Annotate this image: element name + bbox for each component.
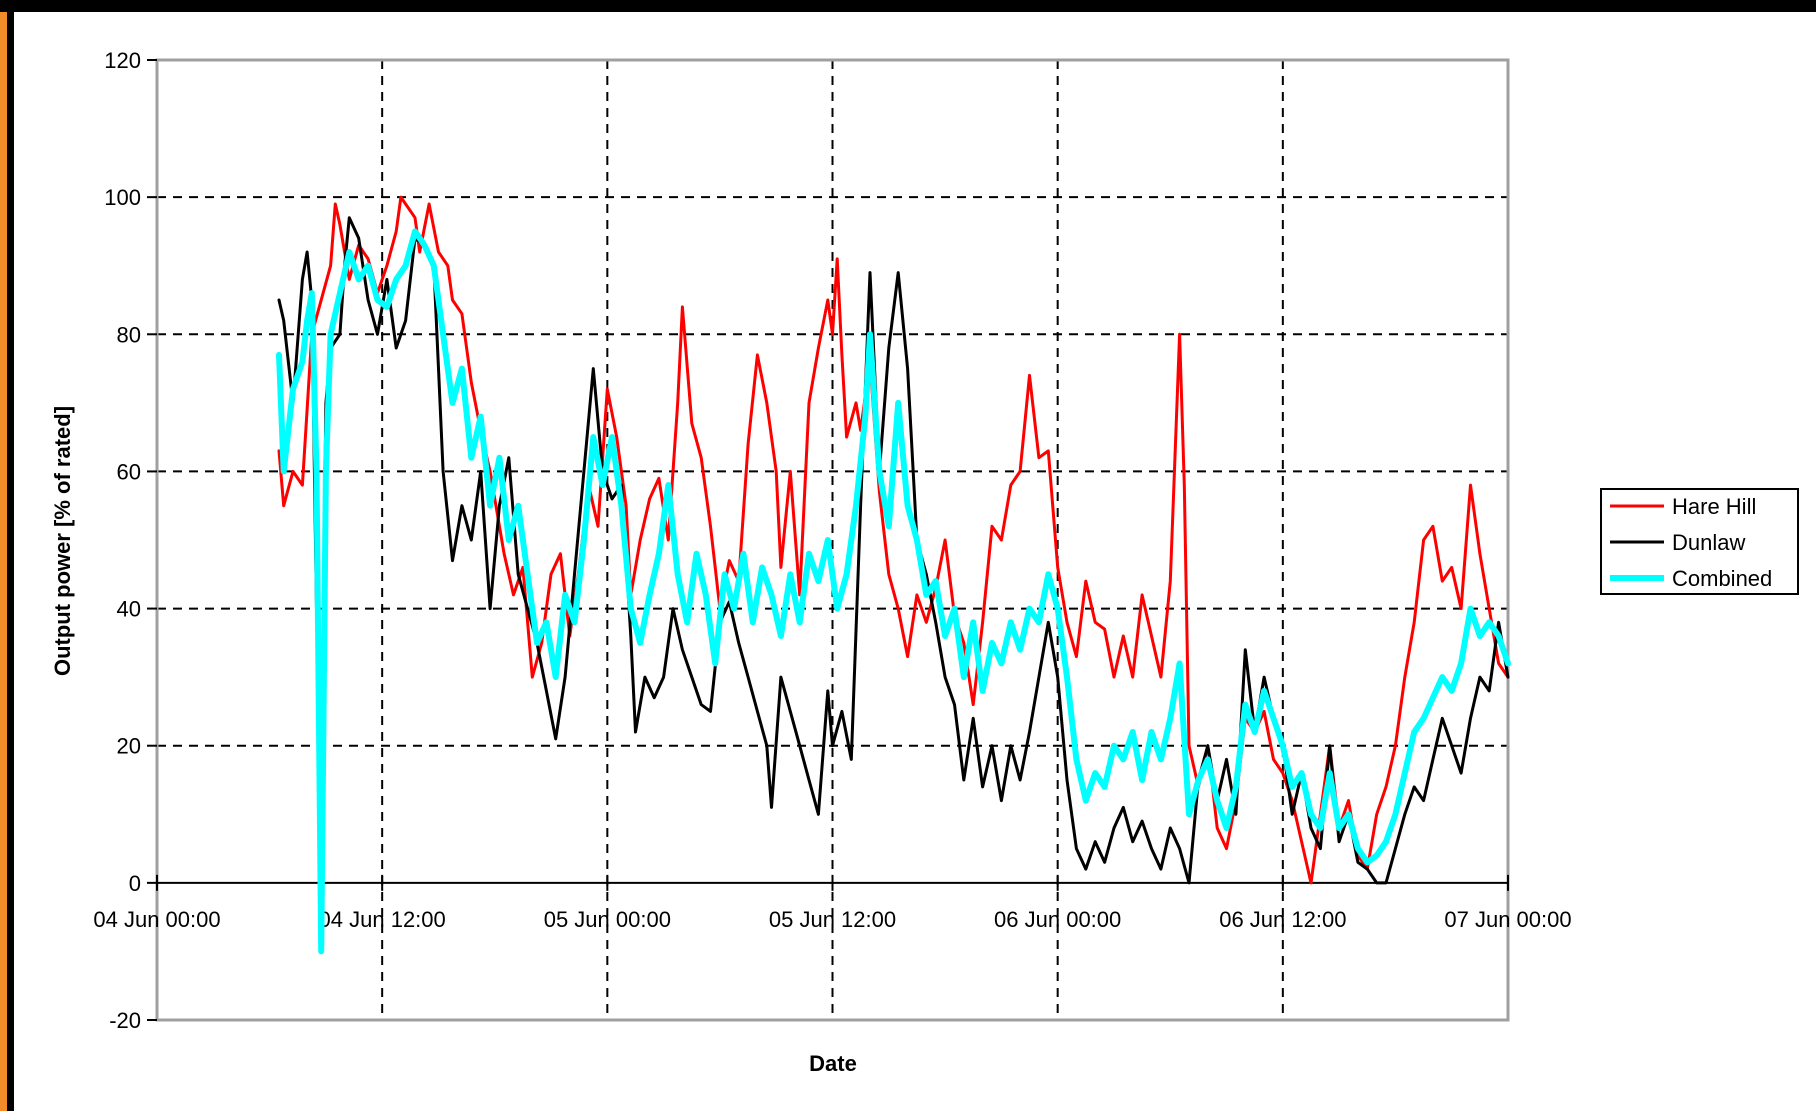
y-tick-label: 80 <box>117 322 141 347</box>
legend-label-hare-hill: Hare Hill <box>1672 494 1756 519</box>
x-tick-label: 05 Jun 00:00 <box>544 907 671 932</box>
x-tick-label: 04 Jun 12:00 <box>319 907 446 932</box>
x-tick-label: 07 Jun 00:00 <box>1444 907 1571 932</box>
legend-label-dunlaw: Dunlaw <box>1672 530 1745 555</box>
y-tick-label: 60 <box>117 459 141 484</box>
x-tick-label: 04 Jun 00:00 <box>93 907 220 932</box>
y-tick-label: -20 <box>109 1008 141 1033</box>
y-tick-label: 100 <box>104 185 141 210</box>
y-tick-label: 120 <box>104 48 141 73</box>
y-axis-title: Output power [% of rated] <box>50 406 75 676</box>
y-tick-label: 20 <box>117 734 141 759</box>
x-axis-title: Date <box>809 1051 857 1076</box>
frame-top-border <box>0 0 1816 12</box>
series-line-dunlaw <box>277 216 1510 885</box>
y-axis: -20 0 20 40 60 80 100 120 <box>104 48 157 1033</box>
legend-label-combined: Combined <box>1672 566 1772 591</box>
x-tick-label: 06 Jun 00:00 <box>994 907 1121 932</box>
plot-area-border <box>155 58 1510 1022</box>
frame-left-accent <box>0 12 7 1111</box>
x-tick-label: 05 Jun 12:00 <box>769 907 896 932</box>
series-lines <box>276 195 1511 955</box>
series-line-combined <box>276 228 1511 955</box>
y-tick-label: 40 <box>117 597 141 622</box>
y-tick-label: 0 <box>129 871 141 896</box>
x-axis: 04 Jun 00:00 04 Jun 12:00 05 Jun 00:00 05 J… <box>93 874 1572 932</box>
legend: Hare Hill Dunlaw Combined <box>1600 488 1799 595</box>
x-tick-label: 06 Jun 12:00 <box>1219 907 1346 932</box>
